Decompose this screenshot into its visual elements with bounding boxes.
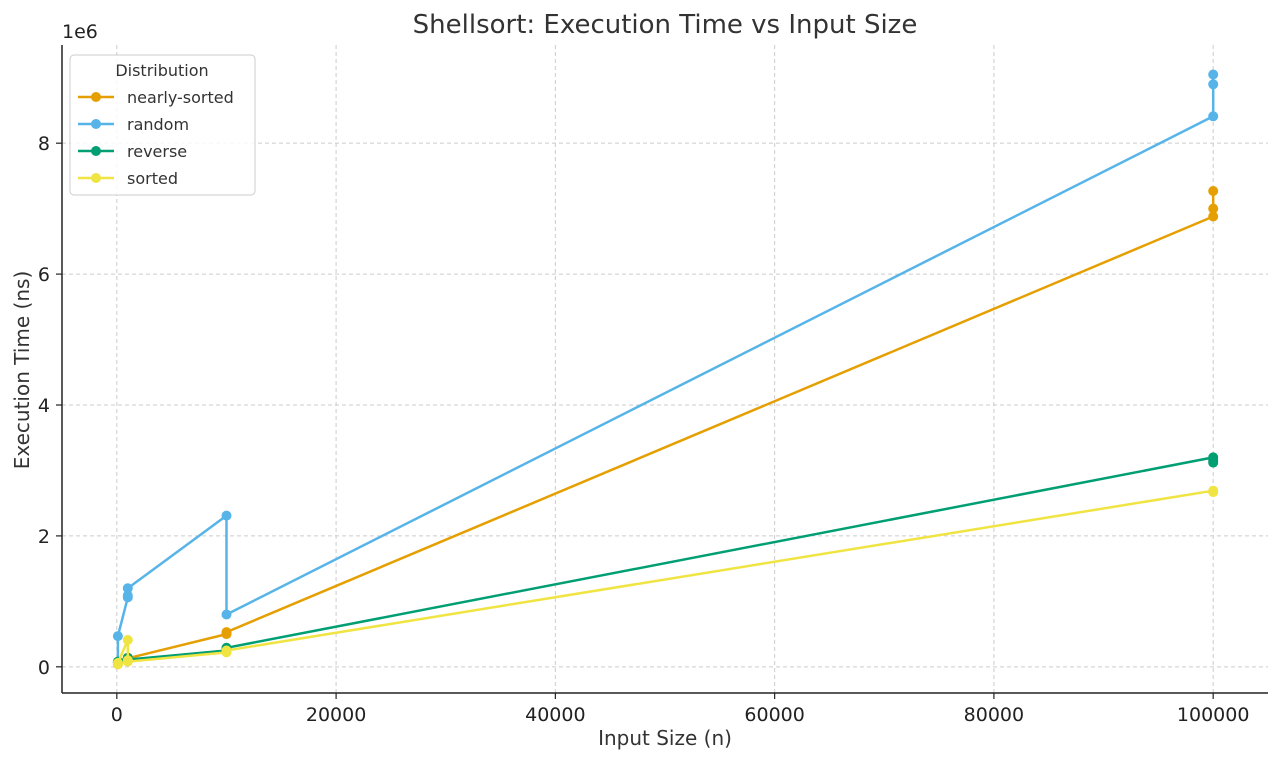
legend-swatch-marker: [91, 92, 101, 102]
axes: [61, 45, 1268, 694]
x-tick-label: 0: [111, 704, 123, 726]
legend-swatch-marker: [91, 146, 101, 156]
legend-label: sorted: [127, 169, 178, 188]
legend-box: [69, 54, 256, 196]
series-nearly-sorted: [112, 186, 1219, 670]
legend-label: nearly-sorted: [127, 88, 234, 107]
data-point: [1208, 186, 1219, 196]
data-point: [1208, 211, 1219, 222]
series-reverse: [112, 452, 1219, 668]
y-tick-label: 2: [38, 526, 50, 548]
series-line: [116, 191, 1215, 665]
y-tick-label: 6: [38, 264, 50, 286]
legend-entry-nearly-sorted: nearly-sorted: [78, 88, 234, 107]
series-random: [112, 69, 1219, 668]
legend-label: reverse: [127, 142, 187, 161]
legend-entry-reverse: reverse: [78, 142, 187, 161]
grid: [62, 45, 1268, 693]
data-point: [1208, 203, 1219, 214]
series-line: [116, 456, 1215, 664]
series-line: [116, 74, 1215, 663]
data-point: [1208, 69, 1219, 80]
data-point: [1208, 111, 1219, 122]
data-point: [1208, 79, 1219, 90]
legend-swatch-marker: [91, 173, 101, 183]
legend-entry-random: random: [78, 115, 189, 134]
data-point: [122, 590, 133, 601]
legend-entry-sorted: sorted: [78, 169, 178, 188]
data-point: [112, 631, 123, 642]
x-tick-label: 100000: [1177, 704, 1250, 726]
data-point: [122, 656, 133, 667]
data-point: [221, 510, 232, 521]
legend-title: Distribution: [115, 61, 208, 80]
data-point: [122, 583, 133, 594]
legend-label: random: [127, 115, 189, 134]
data-point: [221, 645, 232, 656]
x-tick-label: 20000: [306, 704, 366, 726]
data-point: [112, 657, 123, 668]
chart-title: Shellsort: Execution Time vs Input Size: [413, 10, 918, 40]
data-point: [221, 609, 232, 620]
data-point: [122, 635, 133, 645]
plot-series: [112, 69, 1219, 670]
y-tick-label: 0: [38, 657, 50, 679]
y-offset-label: 1e6: [62, 21, 98, 43]
ticks: 0 20000 40000 60000 80000 100000 0 2 4 6 8: [38, 133, 1250, 726]
y-tick-label: 4: [38, 395, 50, 417]
data-point: [221, 627, 232, 638]
x-tick-label: 80000: [964, 704, 1024, 726]
legend: Distribution nearly-sorted random reverse s…: [69, 54, 256, 196]
y-tick-label: 8: [38, 133, 50, 155]
x-tick-label: 60000: [744, 704, 804, 726]
series-sorted: [112, 485, 1219, 670]
x-axis-label: Input Size (n): [598, 726, 732, 750]
data-point: [1208, 457, 1219, 468]
legend-swatch-marker: [91, 119, 101, 129]
data-point: [1208, 487, 1219, 498]
y-axis-label: Execution Time (ns): [10, 271, 34, 470]
x-tick-label: 40000: [525, 704, 585, 726]
